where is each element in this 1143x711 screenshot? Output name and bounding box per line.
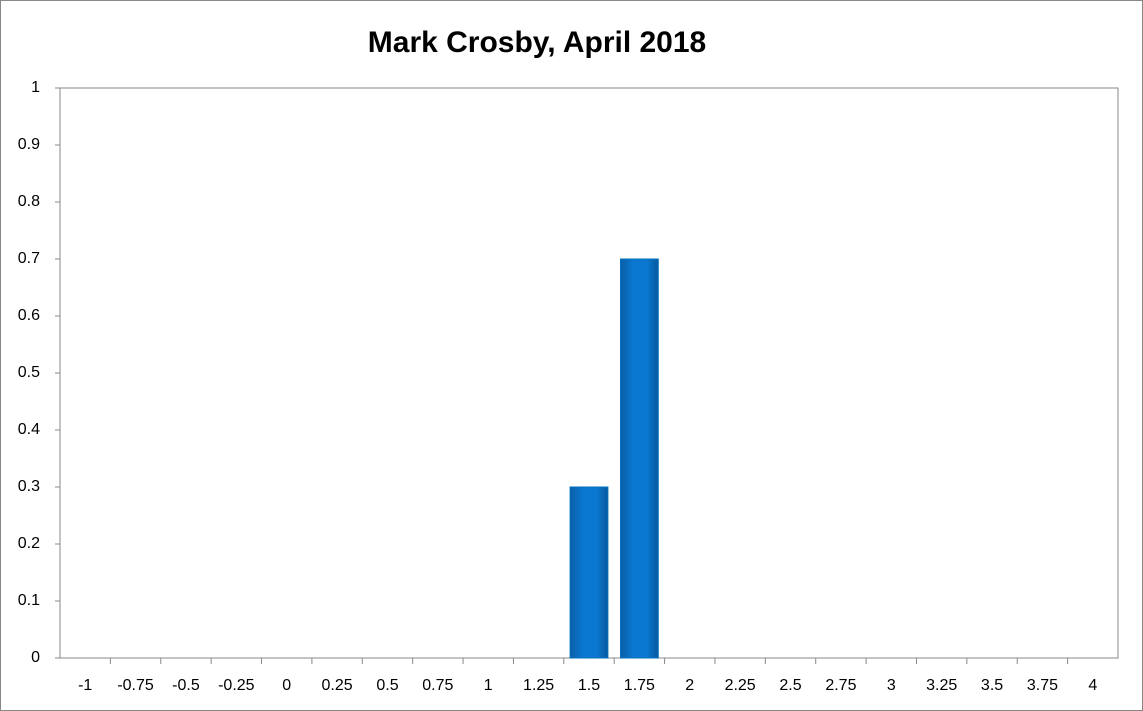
x-tick-label: 4 <box>1088 677 1097 694</box>
y-tick-label: 0.9 <box>18 136 40 153</box>
x-tick-label: 1.75 <box>624 677 655 694</box>
x-tick-label: 0.5 <box>376 677 398 694</box>
x-tick-label: 0 <box>282 677 291 694</box>
x-tick-label: 3.75 <box>1027 677 1058 694</box>
bar <box>619 258 659 659</box>
x-tick-label: 1.5 <box>578 677 600 694</box>
y-tick-label: 0.7 <box>18 250 40 267</box>
x-tick-label: 1.25 <box>523 677 554 694</box>
x-tick-label: 2.25 <box>725 677 756 694</box>
bar <box>569 486 609 659</box>
x-tick-label: 3 <box>887 677 896 694</box>
y-tick-label: 0.8 <box>18 193 40 210</box>
y-tick-label: 0.4 <box>18 421 40 438</box>
x-tick-label: -0.25 <box>218 677 255 694</box>
y-tick-label: 0.2 <box>18 535 40 552</box>
x-tick-label: 2.5 <box>779 677 801 694</box>
y-tick-label: 0.3 <box>18 478 40 495</box>
x-tick-label: 2 <box>685 677 694 694</box>
x-tick-label: 1 <box>484 677 493 694</box>
x-tick-label: 3.5 <box>981 677 1003 694</box>
y-tick-label: 0.1 <box>18 592 40 609</box>
y-tick-label: 0.6 <box>18 307 40 324</box>
y-tick-label: 0.5 <box>18 364 40 381</box>
x-tick-label: -0.75 <box>117 677 154 694</box>
y-tick-label: 1 <box>31 79 40 96</box>
x-tick-label: 0.25 <box>322 677 353 694</box>
x-tick-label: 3.25 <box>926 677 957 694</box>
x-tick-label: -1 <box>78 677 92 694</box>
x-tick-label: 2.75 <box>825 677 856 694</box>
x-tick-label: -0.5 <box>172 677 200 694</box>
y-tick-label: 0 <box>31 649 40 666</box>
x-tick-label: 0.75 <box>422 677 453 694</box>
chart-title: Mark Crosby, April 2018 <box>368 26 706 59</box>
